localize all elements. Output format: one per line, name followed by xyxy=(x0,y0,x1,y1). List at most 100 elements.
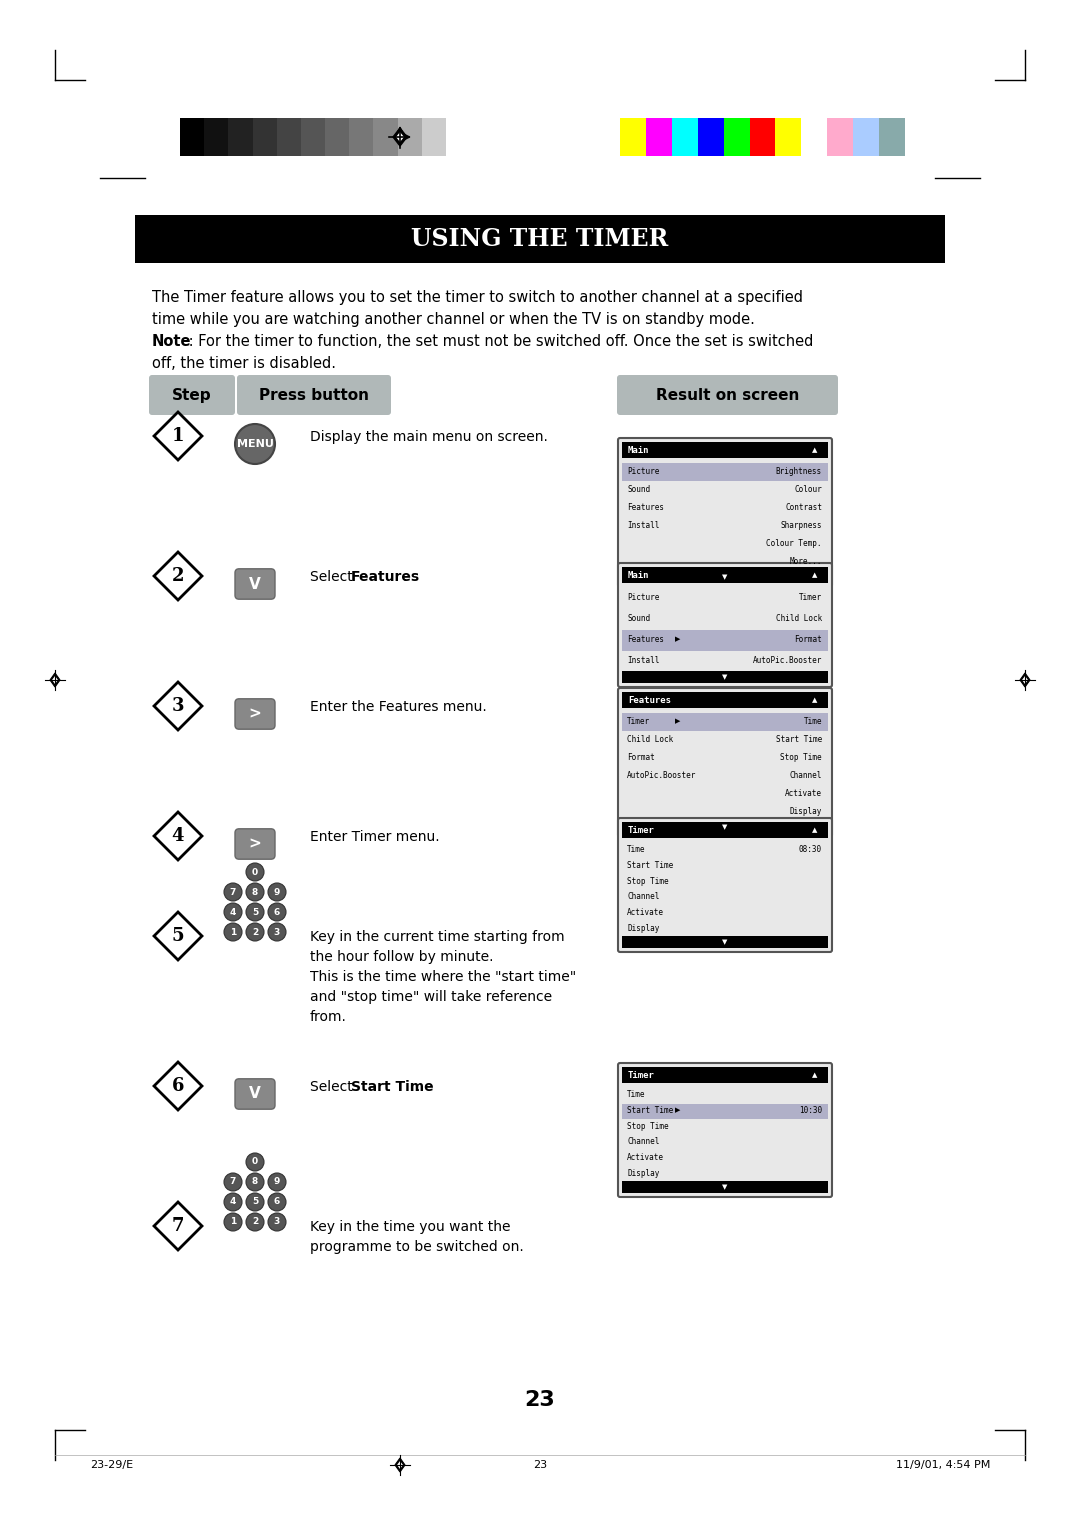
FancyBboxPatch shape xyxy=(235,1079,275,1109)
Text: ▶: ▶ xyxy=(675,637,680,642)
Bar xyxy=(622,671,828,683)
Bar xyxy=(775,118,801,156)
Text: Picture: Picture xyxy=(627,593,660,602)
Bar xyxy=(622,571,828,584)
Circle shape xyxy=(246,923,264,941)
Polygon shape xyxy=(154,681,202,730)
Text: off, the timer is disabled.: off, the timer is disabled. xyxy=(152,356,336,371)
Bar xyxy=(801,118,827,156)
Text: Stop Time: Stop Time xyxy=(627,1122,669,1131)
Text: Brightness: Brightness xyxy=(775,466,822,475)
Circle shape xyxy=(224,903,242,921)
Text: Display the main menu on screen.: Display the main menu on screen. xyxy=(310,429,548,445)
FancyBboxPatch shape xyxy=(618,688,832,837)
Circle shape xyxy=(246,1174,264,1190)
Text: 8: 8 xyxy=(252,1178,258,1187)
Circle shape xyxy=(235,423,275,465)
Text: Colour: Colour xyxy=(794,484,822,494)
Text: Start Time: Start Time xyxy=(775,735,822,744)
Text: More...: More... xyxy=(789,558,822,567)
Text: Start Time: Start Time xyxy=(351,1080,433,1094)
Text: >: > xyxy=(248,706,261,721)
Text: 7: 7 xyxy=(230,888,237,897)
Text: MENU: MENU xyxy=(237,439,273,449)
Circle shape xyxy=(246,903,264,921)
Text: 5: 5 xyxy=(252,1198,258,1207)
Polygon shape xyxy=(393,128,407,147)
Text: 3: 3 xyxy=(172,697,185,715)
Text: : For the timer to function, the set must not be switched off. Once the set is s: : For the timer to function, the set mus… xyxy=(184,335,813,348)
FancyBboxPatch shape xyxy=(618,1063,832,1196)
Text: 8: 8 xyxy=(252,888,258,897)
Circle shape xyxy=(268,1193,286,1212)
Text: 23: 23 xyxy=(532,1459,548,1470)
Polygon shape xyxy=(50,672,60,688)
Polygon shape xyxy=(154,912,202,960)
Text: Activate: Activate xyxy=(785,790,822,798)
Bar xyxy=(622,1103,828,1120)
Circle shape xyxy=(268,1174,286,1190)
Text: Features: Features xyxy=(627,503,664,512)
Text: 5: 5 xyxy=(172,927,185,944)
Text: ▲: ▲ xyxy=(812,697,818,703)
Text: Stop Time: Stop Time xyxy=(627,877,669,886)
Bar xyxy=(622,630,828,651)
Text: 6: 6 xyxy=(274,1198,280,1207)
Text: 4: 4 xyxy=(172,827,185,845)
Text: 7: 7 xyxy=(230,1178,237,1187)
Bar xyxy=(301,118,325,156)
Bar xyxy=(622,692,828,707)
Text: 7: 7 xyxy=(172,1216,185,1235)
Text: .: . xyxy=(403,570,407,584)
Text: Select: Select xyxy=(310,570,357,584)
Bar xyxy=(622,442,828,458)
Text: Child Lock: Child Lock xyxy=(775,614,822,623)
Bar xyxy=(672,118,698,156)
Text: V: V xyxy=(249,1086,261,1102)
Text: Format: Format xyxy=(794,636,822,643)
Text: 3: 3 xyxy=(274,1218,280,1227)
Circle shape xyxy=(268,923,286,941)
Text: 2: 2 xyxy=(172,567,185,585)
Text: 6: 6 xyxy=(274,908,280,917)
Bar xyxy=(853,118,879,156)
Text: Child Lock: Child Lock xyxy=(627,735,673,744)
Text: This is the time where the "start time": This is the time where the "start time" xyxy=(310,970,577,984)
Text: ▲: ▲ xyxy=(812,571,818,578)
Text: Select: Select xyxy=(310,1080,357,1094)
Text: Step: Step xyxy=(172,388,212,402)
Text: 23-29/E: 23-29/E xyxy=(90,1459,133,1470)
Text: Activate: Activate xyxy=(627,908,664,917)
Text: ▶: ▶ xyxy=(675,718,680,724)
Bar xyxy=(446,118,470,156)
Circle shape xyxy=(268,883,286,902)
Text: ▼: ▼ xyxy=(723,940,728,944)
FancyBboxPatch shape xyxy=(617,374,838,416)
FancyBboxPatch shape xyxy=(235,698,275,729)
Text: Features: Features xyxy=(627,636,664,643)
Text: time while you are watching another channel or when the TV is on standby mode.: time while you are watching another chan… xyxy=(152,312,755,327)
Text: Enter the Features menu.: Enter the Features menu. xyxy=(310,700,487,714)
Text: Colour Temp.: Colour Temp. xyxy=(767,539,822,549)
Text: Timer: Timer xyxy=(627,717,650,726)
Text: Timer: Timer xyxy=(627,1071,654,1079)
Text: Timer: Timer xyxy=(799,593,822,602)
Text: ▲: ▲ xyxy=(812,827,818,833)
Polygon shape xyxy=(1020,672,1030,688)
Text: ▼: ▼ xyxy=(723,824,728,830)
Polygon shape xyxy=(154,1203,202,1250)
Text: Enter Timer menu.: Enter Timer menu. xyxy=(310,830,440,843)
Polygon shape xyxy=(154,413,202,460)
Text: Sound: Sound xyxy=(627,614,650,623)
Text: Display: Display xyxy=(627,923,660,932)
Text: Stop Time: Stop Time xyxy=(781,753,822,762)
Text: Result on screen: Result on screen xyxy=(656,388,799,402)
Text: Timer: Timer xyxy=(627,825,654,834)
Text: ▲: ▲ xyxy=(812,1073,818,1077)
Polygon shape xyxy=(1022,675,1028,685)
Text: 9: 9 xyxy=(274,888,280,897)
Bar xyxy=(622,714,828,732)
Text: Main: Main xyxy=(627,446,649,454)
FancyBboxPatch shape xyxy=(618,562,832,688)
Text: Install: Install xyxy=(627,656,660,665)
